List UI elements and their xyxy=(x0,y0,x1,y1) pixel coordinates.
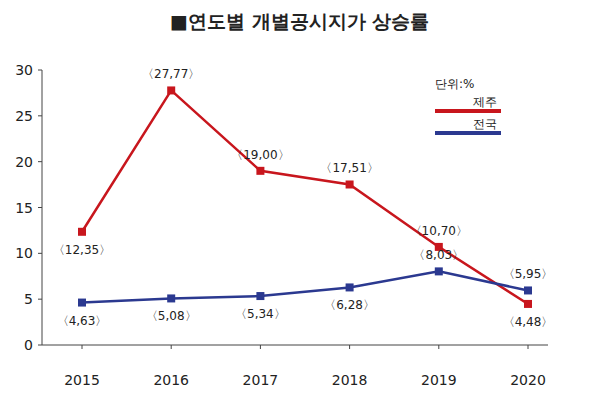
y-tick xyxy=(38,253,42,254)
marker xyxy=(524,300,532,308)
y-tick-label: 0 xyxy=(24,337,33,353)
x-axis xyxy=(42,345,548,346)
y-tick xyxy=(38,207,42,208)
marker xyxy=(167,86,175,94)
x-tick-label: 2018 xyxy=(332,372,368,388)
y-tick-label: 20 xyxy=(15,154,33,170)
x-tick xyxy=(438,345,439,349)
y-tick xyxy=(38,299,42,300)
x-tick-label: 2015 xyxy=(64,372,100,388)
data-label: 〈5,95〉 xyxy=(503,267,554,281)
x-tick-label: 2017 xyxy=(243,372,279,388)
unit-note: 단위:% xyxy=(435,77,474,91)
marker xyxy=(524,286,532,294)
series-line xyxy=(82,90,528,303)
y-tick xyxy=(38,70,42,71)
data-label: 〈10,70〉 xyxy=(410,224,468,238)
x-tick-label: 2016 xyxy=(153,372,189,388)
x-tick xyxy=(260,345,261,349)
legend-swatch xyxy=(435,109,501,113)
data-label: 〈5,34〉 xyxy=(235,307,286,321)
data-label: 〈17,51〉 xyxy=(320,161,378,175)
legend-label: 전국 xyxy=(473,117,497,131)
y-tick-label: 30 xyxy=(15,62,33,78)
data-label: 〈6,28〉 xyxy=(324,298,375,312)
legend-swatch xyxy=(435,131,501,135)
y-tick-label: 5 xyxy=(24,291,33,307)
marker xyxy=(346,283,354,291)
x-tick xyxy=(171,345,172,349)
data-label: 〈19,00〉 xyxy=(231,148,289,162)
y-tick xyxy=(38,115,42,116)
y-tick-label: 15 xyxy=(15,200,33,216)
legend-label: 제주 xyxy=(473,95,497,109)
marker xyxy=(78,299,86,307)
x-tick-label: 2019 xyxy=(421,372,457,388)
data-label: 〈5,08〉 xyxy=(146,309,197,323)
y-tick xyxy=(38,161,42,162)
data-label: 〈27,77〉 xyxy=(142,67,200,81)
x-tick xyxy=(528,345,529,349)
data-label: 〈12,35〉 xyxy=(53,243,111,257)
data-label: 〈4,63〉 xyxy=(57,314,108,328)
marker xyxy=(256,167,264,175)
y-tick xyxy=(38,345,42,346)
y-tick-label: 25 xyxy=(15,108,33,124)
data-label: 〈8,03〉 xyxy=(413,248,464,262)
marker xyxy=(435,267,443,275)
marker xyxy=(346,180,354,188)
marker xyxy=(167,294,175,302)
y-tick-label: 10 xyxy=(15,245,33,261)
plot-area xyxy=(78,86,532,307)
title: ■연도별 개별공시지가 상승률 xyxy=(170,10,429,32)
x-tick-label: 2020 xyxy=(510,372,546,388)
marker xyxy=(256,292,264,300)
data-label: 〈4,48〉 xyxy=(503,315,554,329)
series-line xyxy=(82,271,528,302)
x-tick xyxy=(349,345,350,349)
x-tick xyxy=(82,345,83,349)
marker xyxy=(78,228,86,236)
chart: ■연도별 개별공시지가 상승률 0 5 10 15 20 25 30 2015 2016 2017 2… xyxy=(0,0,600,398)
